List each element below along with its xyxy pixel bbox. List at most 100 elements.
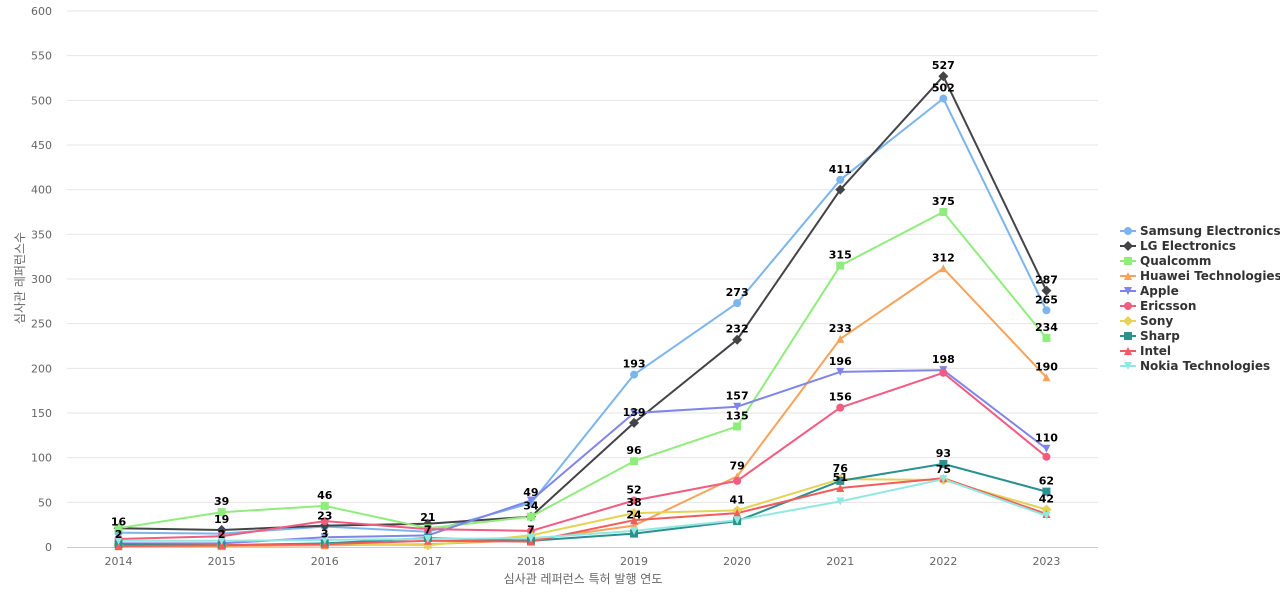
data-label: 16 xyxy=(111,516,127,529)
data-point[interactable] xyxy=(320,540,329,549)
data-label: 135 xyxy=(726,409,749,422)
data-point[interactable] xyxy=(423,534,432,543)
data-point[interactable] xyxy=(1042,306,1051,315)
legend-marker[interactable] xyxy=(1123,241,1133,251)
data-point[interactable] xyxy=(1042,487,1051,496)
legend-label: Apple xyxy=(1140,284,1179,298)
data-point[interactable] xyxy=(1041,285,1052,296)
data-point[interactable] xyxy=(630,457,639,466)
x-tick-label: 2014 xyxy=(105,555,133,568)
legend-item[interactable]: Intel xyxy=(1120,344,1171,358)
data-point[interactable] xyxy=(939,475,948,484)
data-point[interactable] xyxy=(1042,333,1051,342)
data-point[interactable] xyxy=(836,497,845,506)
y-tick-label: 400 xyxy=(31,184,52,197)
legend-marker[interactable] xyxy=(1124,302,1132,310)
x-axis-title: 심사관 레퍼런스 특허 발행 연도 xyxy=(504,571,663,586)
data-label: 233 xyxy=(829,322,852,335)
data-point[interactable] xyxy=(320,517,329,526)
data-point[interactable] xyxy=(630,370,639,379)
data-point[interactable] xyxy=(423,525,432,534)
data-point[interactable] xyxy=(836,175,845,184)
legend-item[interactable]: Nokia Technologies xyxy=(1120,359,1270,373)
legend-marker[interactable] xyxy=(1124,287,1132,295)
data-point[interactable] xyxy=(733,402,742,411)
legend-marker[interactable] xyxy=(1124,227,1132,235)
legend-item[interactable]: Samsung Electronics xyxy=(1120,224,1280,238)
data-point[interactable] xyxy=(630,496,639,505)
data-point[interactable] xyxy=(629,417,640,428)
data-point[interactable] xyxy=(733,422,742,431)
legend-label: Sony xyxy=(1140,314,1173,328)
legend-item[interactable]: Ericsson xyxy=(1120,299,1196,313)
data-point[interactable] xyxy=(526,512,535,521)
data-point[interactable] xyxy=(835,184,846,195)
data-point[interactable] xyxy=(217,536,226,545)
y-tick-label: 150 xyxy=(31,407,52,420)
legend-marker[interactable] xyxy=(1124,272,1132,280)
data-point[interactable] xyxy=(836,403,845,412)
data-label: 3 xyxy=(321,527,329,540)
data-point[interactable] xyxy=(114,524,123,533)
data-label: 7 xyxy=(424,524,432,537)
data-label: 38 xyxy=(626,496,641,509)
data-point[interactable] xyxy=(1042,511,1051,520)
legend-label: Nokia Technologies xyxy=(1140,359,1270,373)
data-point[interactable] xyxy=(1042,373,1051,382)
data-point[interactable] xyxy=(320,535,329,544)
data-label: 193 xyxy=(623,358,646,371)
gridlines xyxy=(67,10,1098,503)
data-point[interactable] xyxy=(320,501,329,510)
data-label: 411 xyxy=(829,163,852,176)
data-point[interactable] xyxy=(217,541,226,550)
data-point[interactable] xyxy=(733,476,742,485)
data-point[interactable] xyxy=(836,367,845,376)
data-label: 527 xyxy=(932,59,955,72)
data-point[interactable] xyxy=(836,261,845,270)
data-label: 51 xyxy=(833,471,848,484)
data-point[interactable] xyxy=(939,208,948,216)
series-markers[interactable] xyxy=(113,71,1052,551)
data-point[interactable] xyxy=(836,334,845,343)
series-line xyxy=(118,211,1048,530)
y-tick-label: 300 xyxy=(31,273,52,286)
data-point[interactable] xyxy=(1042,452,1051,461)
data-point[interactable] xyxy=(630,526,639,535)
data-point[interactable] xyxy=(733,509,742,518)
x-tick-label: 2016 xyxy=(311,555,339,568)
data-label: 96 xyxy=(626,444,642,457)
series-line xyxy=(118,75,1048,531)
data-point[interactable] xyxy=(1042,444,1051,453)
data-point[interactable] xyxy=(836,476,845,485)
legend-item[interactable]: Apple xyxy=(1120,284,1179,298)
legend-item[interactable]: Sony xyxy=(1120,314,1173,328)
legend-item[interactable]: Huawei Technologies xyxy=(1120,269,1280,283)
data-point[interactable] xyxy=(939,264,948,273)
legend-item[interactable]: Sharp xyxy=(1120,329,1180,343)
data-point[interactable] xyxy=(733,516,742,525)
data-point[interactable] xyxy=(836,484,845,493)
legend-marker[interactable] xyxy=(1124,332,1132,340)
data-point[interactable] xyxy=(526,534,535,543)
legend-marker[interactable] xyxy=(1124,362,1132,370)
legend-marker[interactable] xyxy=(1123,316,1133,326)
data-point[interactable] xyxy=(733,299,742,308)
data-point[interactable] xyxy=(630,516,639,525)
data-point[interactable] xyxy=(939,368,948,377)
data-point[interactable] xyxy=(114,536,123,545)
legend-item[interactable]: Qualcomm xyxy=(1120,254,1211,268)
data-point[interactable] xyxy=(114,542,123,551)
legend-item[interactable]: LG Electronics xyxy=(1120,239,1236,253)
data-point[interactable] xyxy=(217,508,226,517)
legend-marker[interactable] xyxy=(1124,347,1132,355)
data-point[interactable] xyxy=(630,409,639,417)
data-point[interactable] xyxy=(732,334,743,345)
data-point[interactable] xyxy=(938,71,949,82)
data-point[interactable] xyxy=(629,508,640,519)
data-point[interactable] xyxy=(939,94,948,103)
data-point[interactable] xyxy=(526,496,535,505)
data-point[interactable] xyxy=(939,459,948,468)
legend-marker[interactable] xyxy=(1124,257,1132,265)
data-point[interactable] xyxy=(216,525,227,536)
